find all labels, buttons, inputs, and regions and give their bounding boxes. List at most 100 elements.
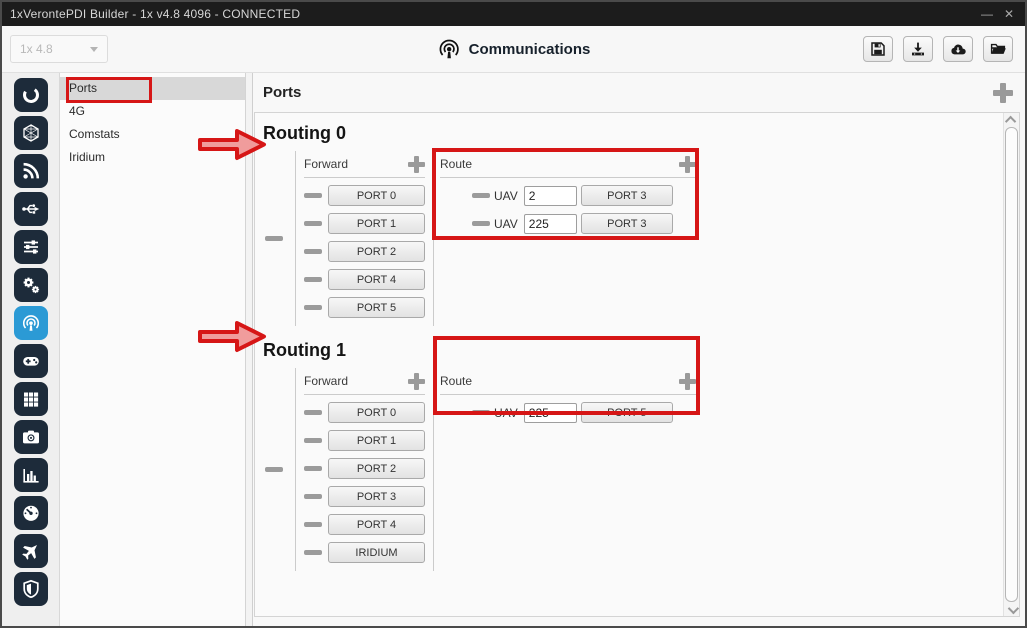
scroll-up-button[interactable] bbox=[1004, 113, 1019, 127]
toolbar: 1x 4.8 Communications bbox=[2, 26, 1025, 73]
route-address-input[interactable] bbox=[523, 213, 577, 234]
toolbar-actions bbox=[863, 36, 1025, 62]
remove-route-button[interactable] bbox=[472, 221, 490, 226]
nav-item-comstats[interactable]: Comstats bbox=[69, 127, 120, 141]
sliders-icon bbox=[21, 237, 41, 257]
cloud-download-button[interactable] bbox=[943, 36, 973, 62]
sidebar-item-grid[interactable] bbox=[13, 382, 48, 416]
usb-icon bbox=[21, 199, 41, 219]
sidebar-item-sliders[interactable] bbox=[13, 230, 48, 264]
nav-item-ports[interactable]: Ports bbox=[60, 77, 245, 100]
sidebar-item-plane[interactable] bbox=[13, 534, 48, 568]
bar-chart-icon bbox=[21, 465, 41, 485]
sidebar-item-camera[interactable] bbox=[13, 420, 48, 454]
remove-route-button[interactable] bbox=[472, 193, 490, 198]
forward-port-button[interactable]: PORT 4 bbox=[328, 269, 425, 290]
splitter[interactable] bbox=[246, 73, 253, 626]
add-route-button[interactable] bbox=[679, 155, 696, 173]
plane-icon bbox=[21, 541, 41, 561]
remove-forward-button[interactable] bbox=[304, 305, 322, 310]
forward-port-button[interactable]: PORT 1 bbox=[328, 213, 425, 234]
route-port-button[interactable]: PORT 5 bbox=[580, 402, 673, 423]
section-nav: Ports 4G Comstats Iridium bbox=[60, 73, 246, 626]
remove-forward-button[interactable] bbox=[304, 277, 322, 282]
sidebar-item-gamepad[interactable] bbox=[13, 344, 48, 378]
add-forward-button[interactable] bbox=[408, 372, 425, 390]
forward-title: Forward bbox=[304, 374, 349, 388]
forward-port-button[interactable]: PORT 2 bbox=[328, 241, 425, 262]
close-button[interactable]: ✕ bbox=[1003, 7, 1015, 21]
forward-port-button[interactable]: PORT 0 bbox=[328, 402, 425, 423]
save-button[interactable] bbox=[863, 36, 893, 62]
sidebar-item-gears[interactable] bbox=[13, 268, 48, 302]
remove-forward-button[interactable] bbox=[304, 466, 322, 471]
route-port-button[interactable]: PORT 3 bbox=[580, 185, 673, 206]
remove-forward-button[interactable] bbox=[304, 550, 322, 555]
chevron-up-icon bbox=[1004, 115, 1016, 127]
route-address-input[interactable] bbox=[523, 402, 577, 423]
sidebar-item-gauge[interactable] bbox=[13, 496, 48, 530]
nav-item-iridium[interactable]: Iridium bbox=[69, 150, 106, 164]
remove-forward-button[interactable] bbox=[304, 410, 322, 415]
nav-item-4g[interactable]: 4G bbox=[69, 104, 86, 118]
folder-open-icon bbox=[990, 41, 1006, 57]
forward-panel: Forward PORT 0 PORT 1 PORT 2 PORT 3 PORT 4 IRI… bbox=[295, 368, 434, 571]
minimize-button[interactable]: — bbox=[981, 7, 993, 21]
route-port-button[interactable]: PORT 3 bbox=[580, 213, 673, 234]
page-header: Communications bbox=[437, 37, 590, 61]
forward-port-button[interactable]: PORT 4 bbox=[328, 514, 425, 535]
cloud-download-icon bbox=[950, 41, 966, 57]
forward-row: PORT 2 bbox=[304, 458, 425, 479]
sidebar-item-hexagon-network[interactable] bbox=[13, 116, 48, 150]
forward-port-button[interactable]: PORT 5 bbox=[328, 297, 425, 318]
forward-port-button[interactable]: PORT 0 bbox=[328, 185, 425, 206]
remove-route-button[interactable] bbox=[472, 410, 490, 415]
remove-forward-button[interactable] bbox=[304, 193, 322, 198]
version-dropdown-value: 1x 4.8 bbox=[20, 42, 53, 56]
routing-section: Routing 0 Forward PORT 0 PORT 1 PORT 2 PORT 4… bbox=[261, 123, 1019, 326]
remove-routing-button[interactable] bbox=[265, 467, 283, 472]
add-port-button[interactable] bbox=[993, 82, 1013, 103]
forward-port-button[interactable]: PORT 1 bbox=[328, 430, 425, 451]
remove-routing-button[interactable] bbox=[265, 236, 283, 241]
routing-remove-col bbox=[261, 368, 295, 571]
forward-port-button[interactable]: PORT 2 bbox=[328, 458, 425, 479]
routing-body: Forward PORT 0 PORT 1 PORT 2 PORT 3 PORT 4 IRI… bbox=[261, 368, 1019, 571]
sidebar-item-bar-chart[interactable] bbox=[13, 458, 48, 492]
route-uav-label: UAV bbox=[494, 216, 518, 231]
remove-forward-button[interactable] bbox=[304, 221, 322, 226]
remove-forward-button[interactable] bbox=[304, 494, 322, 499]
forward-row: PORT 5 bbox=[304, 297, 425, 318]
remove-forward-button[interactable] bbox=[304, 522, 322, 527]
open-file-button[interactable] bbox=[983, 36, 1013, 62]
remove-forward-button[interactable] bbox=[304, 249, 322, 254]
download-button[interactable] bbox=[903, 36, 933, 62]
window-title: 1xVerontePDI Builder - 1x v4.8 4096 - CO… bbox=[10, 7, 301, 21]
add-forward-button[interactable] bbox=[408, 155, 425, 173]
version-dropdown[interactable]: 1x 4.8 bbox=[10, 35, 108, 63]
vertical-scrollbar[interactable] bbox=[1003, 113, 1019, 616]
sidebar-item-rss[interactable] bbox=[13, 154, 48, 188]
podcast-icon bbox=[21, 313, 41, 333]
route-row: UAV PORT 3 bbox=[440, 213, 696, 234]
dial-icon bbox=[21, 85, 41, 105]
route-address-input[interactable] bbox=[523, 185, 577, 206]
add-route-button[interactable] bbox=[679, 372, 696, 390]
scroll-down-button[interactable] bbox=[1004, 602, 1019, 616]
scrollbar-thumb[interactable] bbox=[1005, 127, 1018, 602]
routing-list: Routing 0 Forward PORT 0 PORT 1 PORT 2 PORT 4… bbox=[255, 123, 1019, 571]
remove-forward-button[interactable] bbox=[304, 438, 322, 443]
forward-row: PORT 0 bbox=[304, 402, 425, 423]
forward-row: PORT 4 bbox=[304, 269, 425, 290]
forward-port-button[interactable]: PORT 3 bbox=[328, 486, 425, 507]
sidebar-item-shield[interactable] bbox=[13, 572, 48, 606]
route-uav-label: UAV bbox=[494, 405, 518, 420]
content-box: Routing 0 Forward PORT 0 PORT 1 PORT 2 PORT 4… bbox=[254, 112, 1020, 617]
sidebar-item-communications[interactable] bbox=[13, 306, 48, 340]
rss-icon bbox=[21, 161, 41, 181]
forward-port-button[interactable]: IRIDIUM bbox=[328, 542, 425, 563]
sidebar-item-dial[interactable] bbox=[13, 78, 48, 112]
sidebar-item-usb[interactable] bbox=[13, 192, 48, 226]
route-header: Route bbox=[440, 151, 696, 178]
